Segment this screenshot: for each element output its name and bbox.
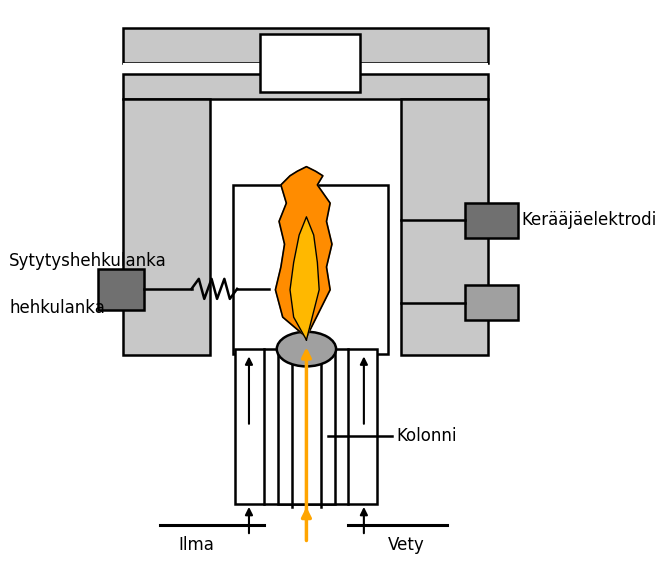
Bar (401, 99, 488, 354)
Bar (465, 285, 518, 320)
Text: Ilma: Ilma (178, 536, 214, 554)
Polygon shape (290, 217, 319, 340)
Text: Sytytyshehkulanka: Sytytyshehkulanka (9, 252, 167, 270)
Bar (233, 185, 387, 354)
Bar (123, 63, 488, 74)
Text: Vety: Vety (387, 536, 424, 554)
Bar (123, 74, 488, 99)
Bar (98, 269, 144, 310)
Bar (278, 349, 334, 504)
Text: Kolonni: Kolonni (397, 426, 457, 444)
Ellipse shape (277, 332, 336, 367)
Bar (465, 203, 518, 238)
Text: Kerääjäelektrodi: Kerääjäelektrodi (522, 211, 657, 229)
Bar (123, 28, 488, 63)
Bar (123, 99, 210, 354)
Bar (260, 34, 360, 92)
Polygon shape (276, 167, 332, 337)
Text: hehkulanka: hehkulanka (9, 299, 105, 317)
Bar (235, 349, 377, 504)
